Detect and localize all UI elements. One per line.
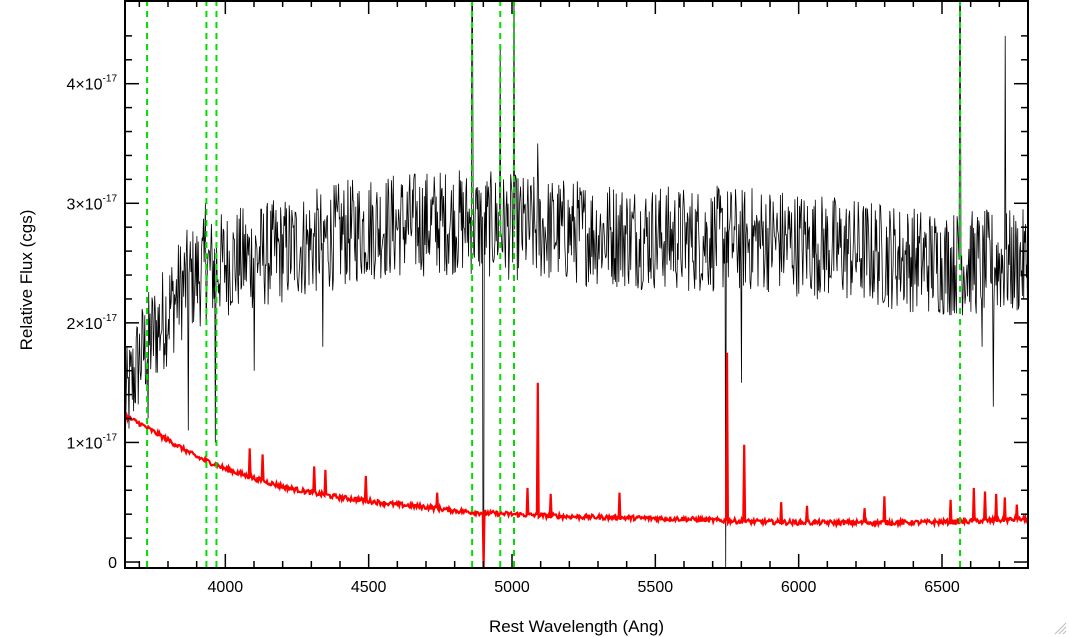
y-tick-mantissa: 4×10 [67, 77, 103, 94]
y-tick-label: 0 [108, 555, 117, 572]
x-tick-label: 4000 [208, 579, 244, 596]
y-tick-label: 1×10-17 [67, 432, 118, 452]
y-tick-mantissa: 2×10 [67, 316, 103, 333]
y-axis-label: Relative Flux (cgs) [17, 210, 36, 351]
y-tick-exponent: -17 [103, 432, 118, 443]
y-tick-mantissa: 1×10 [67, 435, 103, 452]
resize-grip-icon[interactable] [1053, 621, 1067, 635]
y-tick-exponent: -17 [103, 193, 118, 204]
x-tick-label: 6500 [924, 579, 960, 596]
y-tick-label: 3×10-17 [67, 193, 118, 213]
x-tick-label: 5500 [638, 579, 674, 596]
y-tick-exponent: -17 [103, 313, 118, 324]
y-tick-mantissa: 3×10 [67, 196, 103, 213]
y-tick-label: 2×10-17 [67, 313, 118, 333]
plot-frame [124, 0, 1029, 569]
tick-labels: 4000 4500 5000 5500 6000 650001×10-172×10-173… [67, 74, 960, 596]
observed-spectrum-line [125, 0, 1028, 568]
emission-line-markers [146, 0, 962, 568]
x-tick-label: 4500 [351, 579, 387, 596]
data-layer [125, 0, 1028, 568]
y-tick-exponent: -17 [103, 74, 118, 85]
x-axis-label: Rest Wavelength (Ang) [489, 617, 664, 636]
axis-ticks [125, 0, 1029, 568]
model-spectrum-line [125, 352, 1028, 568]
y-tick-label: 4×10-17 [67, 74, 118, 94]
x-tick-label: 5000 [494, 579, 530, 596]
x-tick-label: 6000 [781, 579, 817, 596]
